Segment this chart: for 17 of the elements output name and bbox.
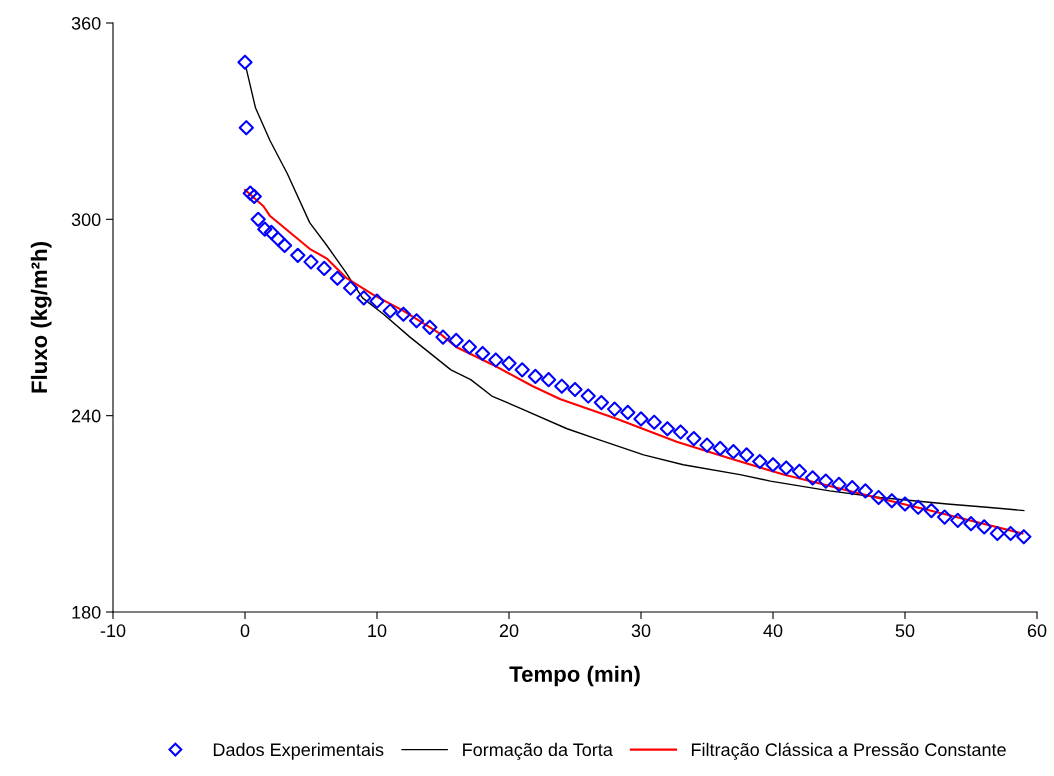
x-tick-label: -10 xyxy=(100,624,126,638)
x-axis-title: Tempo (min) xyxy=(509,665,640,687)
x-tick-label: 60 xyxy=(1027,624,1047,638)
legend-label: Dados Experimentais xyxy=(213,742,384,760)
x-tick-label: 20 xyxy=(499,624,519,638)
legend-label: Filtração Clássica a Pressão Constante xyxy=(691,742,1006,760)
y-tick-label: 360 xyxy=(71,16,101,30)
x-tick-label: 50 xyxy=(895,624,915,638)
y-tick-label: 300 xyxy=(71,213,101,227)
x-tick-label: 0 xyxy=(240,624,250,638)
y-axis-title: Fluxo (kg/m²h) xyxy=(30,242,52,393)
x-tick-label: 30 xyxy=(631,624,651,638)
legend-label: Formação da Torta xyxy=(463,742,613,760)
y-tick-label: 180 xyxy=(72,605,101,619)
x-tick-label: 10 xyxy=(368,624,387,638)
y-tick-label: 240 xyxy=(71,409,101,423)
x-tick-label: 40 xyxy=(763,624,783,638)
